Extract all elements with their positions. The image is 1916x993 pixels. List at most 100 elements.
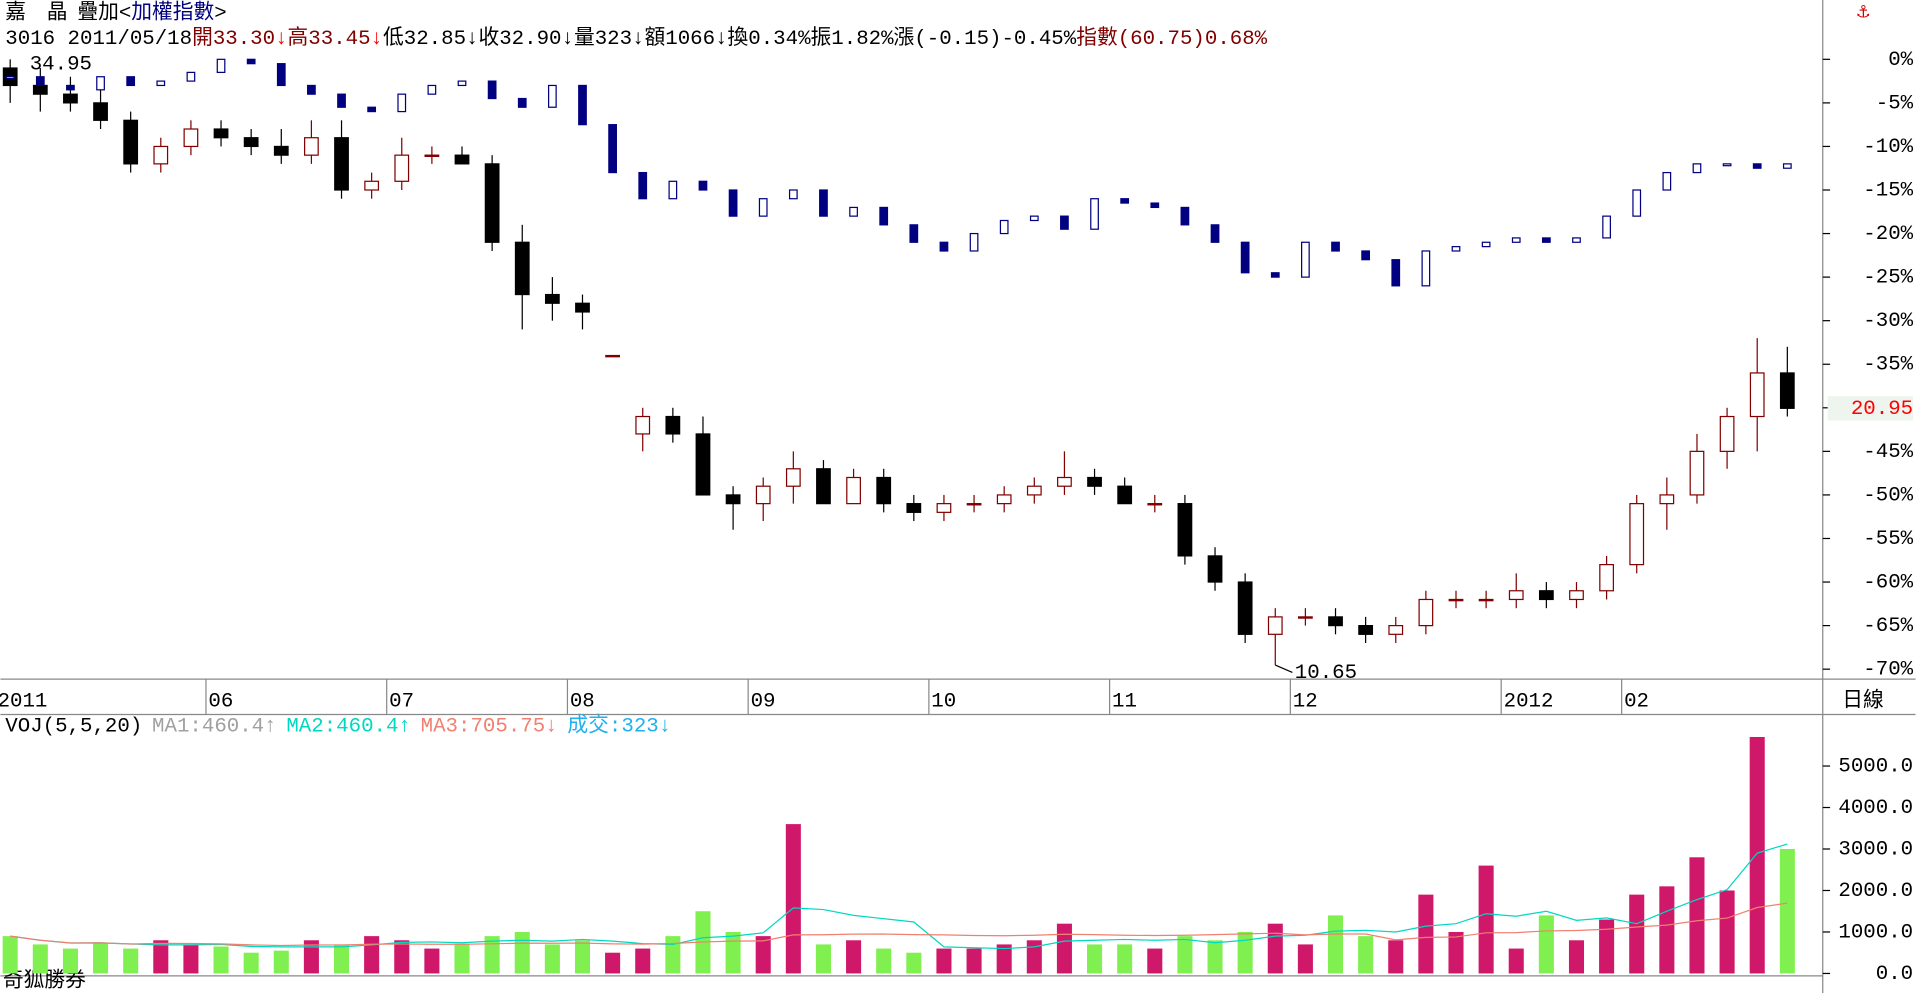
volume-bar — [725, 931, 741, 974]
candle-body — [876, 476, 892, 505]
x-tick-label: 02 — [1624, 691, 1649, 714]
volume-title: VOJ(5,5,20) — [5, 716, 142, 739]
quote-line: 3016 2011/05/18開33.30↓高33.45↓低32.85↓收32.… — [5, 27, 1267, 52]
index-candle — [728, 189, 738, 217]
volume-bar — [93, 942, 109, 974]
volume-bar — [635, 948, 651, 974]
index-candle — [1029, 215, 1039, 222]
index-candle — [1752, 163, 1762, 169]
volume-bar — [1599, 919, 1615, 974]
x-tick-label: 08 — [570, 691, 595, 714]
index-candle — [1662, 171, 1672, 191]
index-candle — [547, 84, 557, 108]
candle-body — [816, 468, 831, 505]
quote-item: 額1066 — [645, 27, 716, 52]
quote-item: ↓ — [562, 29, 574, 52]
volume-bar — [32, 944, 48, 974]
candle-body — [1207, 555, 1223, 583]
quote-item: ↓ — [371, 29, 383, 52]
legend-item: MA2:460.4↑ — [286, 716, 411, 739]
volume-bar — [1117, 944, 1133, 974]
candle-body — [1599, 564, 1614, 592]
index-candle — [1391, 259, 1401, 287]
quote-item: 高33.45 — [288, 27, 371, 52]
index-candle — [849, 206, 858, 217]
volume-bar — [454, 944, 470, 974]
candle-body — [454, 154, 470, 165]
index-candle — [1722, 163, 1732, 167]
index-candle — [698, 180, 708, 191]
index-candle — [608, 124, 617, 174]
index-candle — [788, 189, 798, 200]
index-candle — [1301, 241, 1310, 278]
index-candle — [427, 84, 437, 95]
stock-name: 嘉 晶 — [5, 1, 67, 26]
volume-bar — [273, 950, 289, 974]
candle-body — [514, 241, 530, 296]
candle-body — [936, 503, 952, 513]
volume-bar — [333, 944, 350, 974]
y-tick-label: -5% — [1876, 92, 1914, 115]
index-candle — [246, 58, 256, 65]
volume-bar — [574, 940, 591, 974]
legend-item: 成交:323↓ — [567, 714, 671, 739]
y-tick-label: 1000.0 — [1838, 921, 1913, 944]
index-candle — [1692, 163, 1702, 174]
volume-bar — [1237, 931, 1253, 974]
candle-body — [273, 145, 289, 156]
volume-bar — [1207, 940, 1223, 974]
y-tick-label: -55% — [1863, 528, 1913, 551]
volume-bar — [1568, 940, 1585, 974]
y-tick-label: 5000.0 — [1838, 756, 1913, 779]
candle-body — [1478, 598, 1494, 602]
volume-bar — [153, 940, 169, 974]
candle-body — [785, 468, 801, 487]
volume-bar — [123, 948, 139, 974]
volume-bar — [544, 944, 560, 974]
candle-body — [1749, 372, 1765, 418]
index-candle — [126, 76, 136, 87]
volume-bar — [936, 948, 952, 974]
y-tick-label: 2000.0 — [1838, 880, 1913, 903]
legend-item: MA1:460.4↑ — [152, 716, 277, 739]
index-candle — [1240, 241, 1250, 274]
y-tick-label: -25% — [1863, 267, 1913, 290]
index-candle — [457, 80, 467, 87]
quote-item: 3016 2011/05/18 — [5, 29, 192, 52]
candle-body — [1117, 485, 1133, 505]
volume-bar — [1659, 886, 1675, 974]
volume-bar — [1358, 936, 1374, 974]
candle-body — [996, 494, 1012, 505]
candle-body — [725, 494, 741, 505]
candle-body — [605, 354, 621, 358]
quote-item: 換0.34% — [728, 27, 812, 52]
candle-body — [755, 485, 771, 505]
candle-body — [484, 163, 500, 243]
overlay-prefix: 疊加< — [77, 1, 131, 26]
index-candle — [156, 80, 166, 87]
legend-item: MA3:705.75↓ — [421, 716, 558, 739]
volume-bar — [1448, 931, 1464, 974]
quote-item: ↓ — [275, 29, 287, 52]
candle-body — [1719, 415, 1735, 452]
candle-body — [575, 302, 590, 313]
index-candle — [758, 198, 768, 217]
volume-bar — [1538, 915, 1554, 974]
index-candle — [939, 241, 949, 252]
candle-body — [1328, 616, 1343, 627]
x-tick-label: 06 — [208, 691, 233, 714]
candle-body — [906, 503, 922, 513]
overlay-suffix: > — [214, 3, 226, 26]
candle-body — [1388, 624, 1404, 635]
y-tick-label: -15% — [1863, 179, 1913, 202]
volume-bar — [394, 940, 410, 974]
volume-bar — [1749, 736, 1765, 974]
candle-body — [1659, 494, 1675, 505]
candle-body — [1147, 503, 1163, 506]
index-candle — [337, 93, 346, 108]
candle-body — [1026, 485, 1042, 496]
volume-bar — [815, 944, 831, 974]
y-tick-label: 4000.0 — [1838, 797, 1913, 820]
volume-bar — [1478, 865, 1494, 974]
